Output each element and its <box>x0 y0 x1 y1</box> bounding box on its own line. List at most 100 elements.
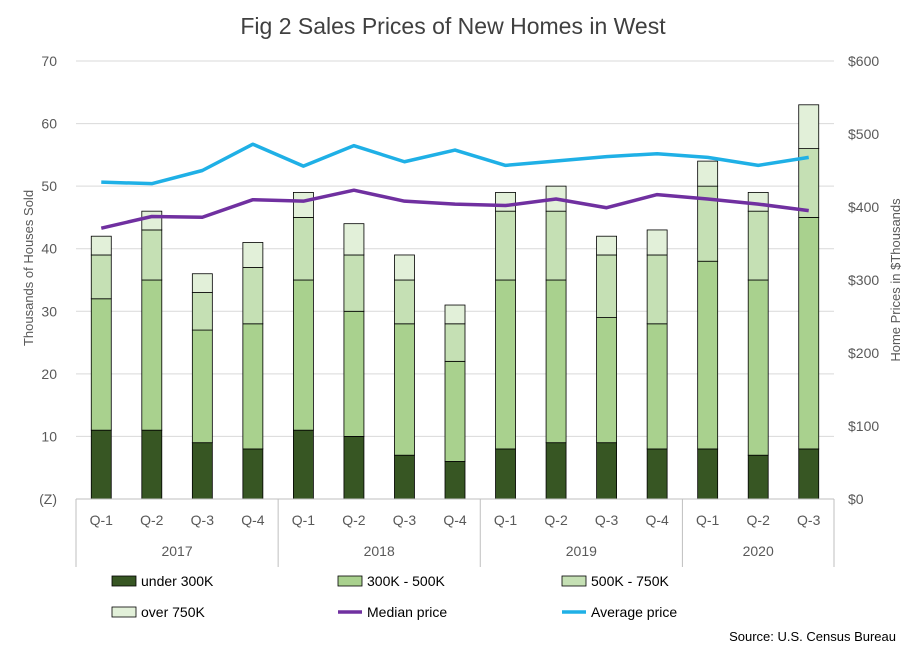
bar-segment <box>242 267 264 325</box>
year-label: 2019 <box>566 543 597 559</box>
x-tick-label: Q-3 <box>595 512 619 528</box>
x-tick-label: Q-3 <box>393 512 417 528</box>
bar-segment <box>292 429 314 500</box>
legend-swatch <box>111 606 137 618</box>
bar-segment <box>141 279 163 431</box>
bar-segment <box>697 160 719 187</box>
bar-segment <box>697 448 719 500</box>
x-tick-label: Q-1 <box>90 512 114 528</box>
x-tick-label: Q-4 <box>645 512 669 528</box>
series-line <box>101 142 810 186</box>
bar-segment <box>292 191 314 218</box>
y-right-tick-label: $100 <box>848 418 879 434</box>
x-tick-label: Q-3 <box>797 512 821 528</box>
bar-segment <box>444 304 466 325</box>
bar-segment <box>798 217 820 450</box>
bar-segment <box>292 279 314 431</box>
y-left-tick-label: 70 <box>41 53 57 69</box>
x-tick-label: Q-2 <box>747 512 771 528</box>
year-label: 2020 <box>743 543 774 559</box>
x-tick-label: Q-4 <box>443 512 467 528</box>
lines <box>100 142 810 230</box>
y-right-tick-label: $500 <box>848 126 879 142</box>
y-left-tick-label: (Z) <box>39 491 57 507</box>
y-left-tick-label: 40 <box>41 241 57 257</box>
x-tick-label: Q-1 <box>292 512 316 528</box>
y-left-tick-label: 10 <box>41 428 57 444</box>
bar-segment <box>596 235 617 256</box>
x-tick-label: Q-1 <box>494 512 518 528</box>
legend: under 300K 300K - 500K 500K - 750K over 750… <box>111 573 677 620</box>
bar-segment <box>191 292 213 331</box>
bar-segment <box>495 279 516 450</box>
x-tick-label: Q-3 <box>191 512 215 528</box>
legend-label: 300K - 500K <box>367 573 445 589</box>
legend-label: 500K - 750K <box>591 573 669 589</box>
axes: (Z) 10 20 30 40 50 60 70 $0 $100 $200 $300 $400 $500 $… <box>39 53 879 567</box>
y-axis-right-label: Home Prices in $Thousands <box>888 198 903 362</box>
legend-swatch <box>111 575 137 587</box>
x-tick-label: Q-2 <box>342 512 366 528</box>
y-right-tick-label: $300 <box>848 272 879 288</box>
bar-segment <box>697 260 719 450</box>
bar-segment <box>90 235 112 256</box>
y-right-tick-label: $400 <box>848 199 879 215</box>
bar-segment <box>444 323 466 362</box>
bar-segment <box>191 442 213 500</box>
bar-segment <box>545 210 567 281</box>
bar-segment <box>394 323 415 456</box>
bar-segment <box>394 454 415 500</box>
bar-segment <box>798 104 820 150</box>
bar-segment <box>90 254 112 300</box>
bar-segment <box>191 329 213 444</box>
bar-segment <box>495 191 516 212</box>
legend-label: Average price <box>591 604 677 620</box>
y-left-tick-label: 60 <box>41 116 57 132</box>
bar-segment <box>343 254 365 312</box>
bar-segment <box>495 210 516 281</box>
source-note: Source: U.S. Census Bureau <box>729 629 896 644</box>
bar-segment <box>444 461 466 500</box>
year-label: 2018 <box>364 543 395 559</box>
bars <box>90 104 820 500</box>
bar-segment <box>191 273 213 293</box>
chart-title: Fig 2 Sales Prices of New Homes in West <box>240 13 666 39</box>
bar-segment <box>596 254 617 318</box>
y-right-tick-label: $0 <box>848 491 864 507</box>
legend-swatch <box>561 575 587 587</box>
bar-segment <box>242 323 264 450</box>
legend-label: under 300K <box>141 573 214 589</box>
bar-segment <box>343 310 365 437</box>
bar-segment <box>242 242 264 268</box>
bar-segment <box>646 254 668 325</box>
year-label: 2017 <box>161 543 192 559</box>
bar-segment <box>747 454 769 500</box>
bar-segment <box>495 448 516 500</box>
bar-segment <box>798 448 820 500</box>
y-left-tick-label: 30 <box>41 303 57 319</box>
bar-segment <box>646 323 668 450</box>
bar-segment <box>343 436 365 500</box>
x-tick-label: Q-2 <box>544 512 568 528</box>
y-right-tick-label: $600 <box>848 53 879 69</box>
bar-segment <box>292 217 314 281</box>
legend-swatch <box>337 575 363 587</box>
bar-segment <box>444 360 466 462</box>
bar-segment <box>394 279 415 325</box>
legend-label: Median price <box>367 604 447 620</box>
legend-label: over 750K <box>141 604 205 620</box>
bar-segment <box>343 223 365 256</box>
bar-segment <box>545 279 567 444</box>
bar-segment <box>90 429 112 500</box>
x-tick-label: Q-4 <box>241 512 265 528</box>
bar-segment <box>747 210 769 281</box>
bar-segment <box>90 298 112 431</box>
x-tick-label: Q-1 <box>696 512 720 528</box>
bar-segment <box>141 229 163 281</box>
bar-segment <box>141 429 163 500</box>
bar-segment <box>747 279 769 456</box>
bar-segment <box>141 210 163 231</box>
bar-segment <box>394 254 415 281</box>
bar-segment <box>596 317 617 444</box>
y-left-tick-label: 20 <box>41 366 57 382</box>
